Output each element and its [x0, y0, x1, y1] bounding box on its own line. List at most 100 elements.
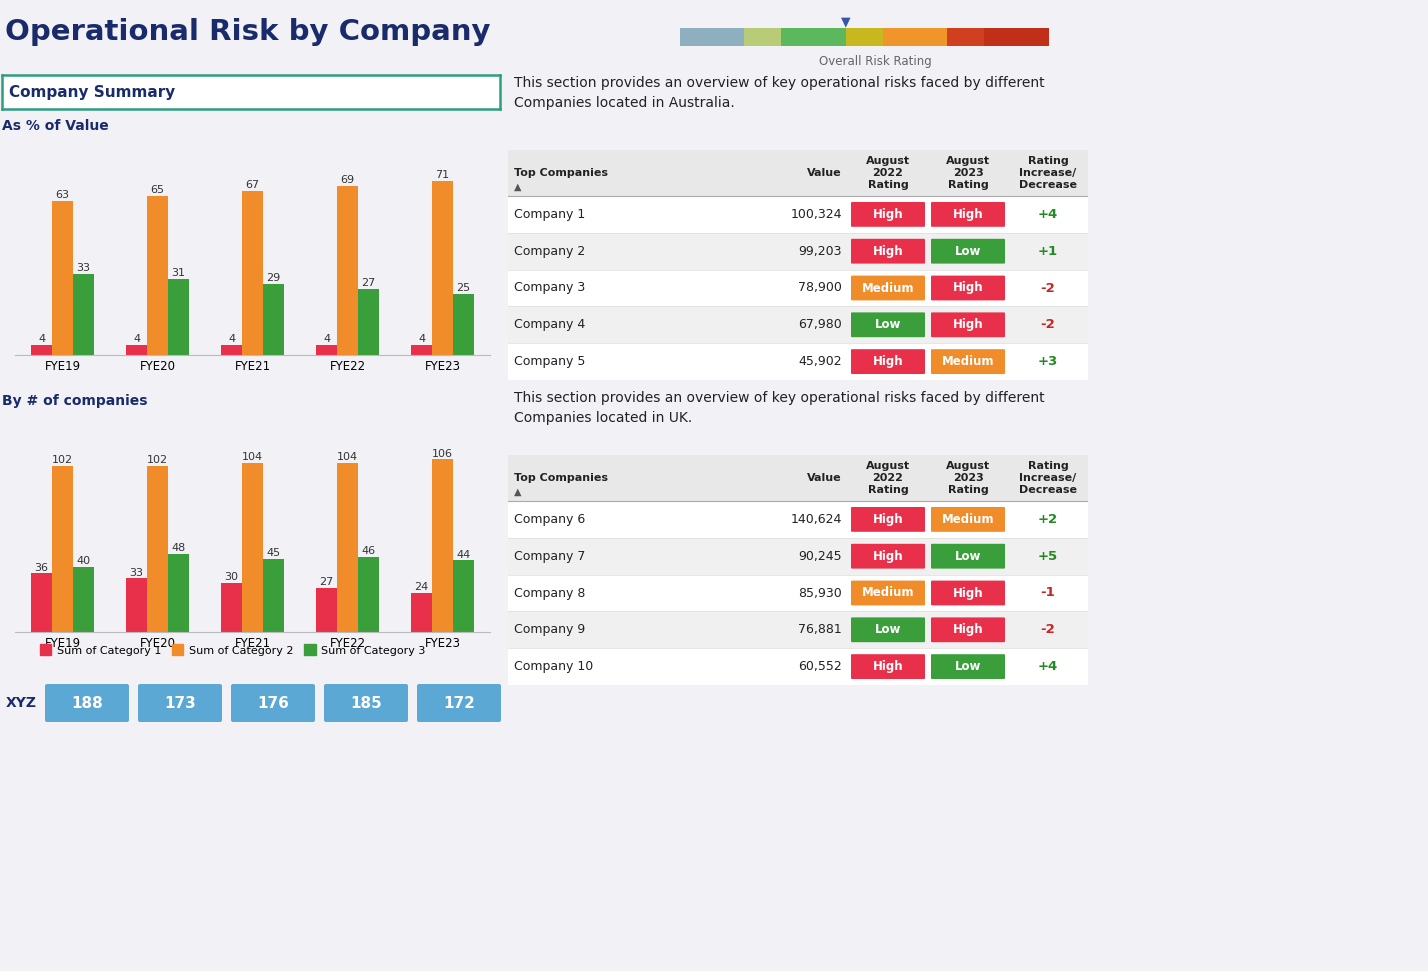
Bar	[221, 346, 243, 355]
Text: High: High	[952, 586, 984, 599]
Bar	[845, 28, 883, 46]
Text: 33: 33	[77, 263, 90, 274]
Text: This section provides an overview of key operational risks faced by different
Co: This section provides an overview of key…	[514, 76, 1044, 110]
Legend: Sum of Category 1, Sum of Category 2, Sum of Category 3: Sum of Category 1, Sum of Category 2, Su…	[36, 641, 430, 660]
Bar	[947, 28, 984, 46]
Text: 102: 102	[51, 455, 73, 465]
Text: Medium: Medium	[941, 355, 994, 368]
Text: 67,980: 67,980	[798, 318, 843, 331]
Text: 36: 36	[34, 562, 49, 573]
Bar	[169, 553, 188, 632]
Text: By # of companies: By # of companies	[1, 394, 147, 408]
Text: 76,881: 76,881	[798, 623, 843, 636]
FancyBboxPatch shape	[851, 507, 925, 532]
FancyBboxPatch shape	[931, 581, 1005, 605]
Text: August
2023
Rating: August 2023 Rating	[945, 461, 990, 494]
Bar	[433, 459, 453, 632]
FancyBboxPatch shape	[851, 654, 925, 679]
FancyBboxPatch shape	[851, 544, 925, 569]
Bar	[433, 182, 453, 355]
Bar	[411, 346, 433, 355]
Bar	[508, 233, 1088, 270]
Text: Company 8: Company 8	[514, 586, 585, 599]
Bar	[337, 462, 358, 632]
FancyBboxPatch shape	[851, 313, 925, 337]
Text: Value: Value	[807, 168, 843, 178]
Text: 48: 48	[171, 543, 186, 553]
Text: ▲: ▲	[514, 487, 521, 497]
Text: High: High	[952, 282, 984, 294]
Bar	[51, 201, 73, 355]
Text: -2: -2	[1041, 318, 1055, 331]
Text: 104: 104	[337, 452, 358, 462]
Bar	[984, 28, 1048, 46]
Text: As % of Value: As % of Value	[1, 119, 109, 133]
Text: XYZ: XYZ	[6, 696, 37, 710]
Bar	[263, 285, 284, 355]
Text: Top Companies: Top Companies	[514, 168, 608, 178]
Text: 29: 29	[266, 273, 280, 284]
Bar	[337, 186, 358, 355]
Text: Company 6: Company 6	[514, 513, 585, 526]
Text: High: High	[873, 245, 904, 257]
Text: Medium: Medium	[861, 586, 914, 599]
Text: 40: 40	[76, 556, 90, 566]
Bar	[411, 593, 433, 632]
Bar	[243, 462, 263, 632]
Bar	[31, 573, 51, 632]
Text: +4: +4	[1038, 660, 1058, 673]
FancyBboxPatch shape	[139, 684, 221, 722]
Bar	[508, 196, 1088, 233]
Bar	[508, 575, 1088, 612]
Text: +5: +5	[1038, 550, 1058, 563]
Bar	[221, 584, 243, 632]
FancyBboxPatch shape	[417, 684, 501, 722]
Text: This section provides an overview of key operational risks faced by different
Co: This section provides an overview of key…	[514, 391, 1044, 424]
Text: 4: 4	[418, 334, 426, 345]
Text: +4: +4	[1038, 208, 1058, 220]
Text: Rating
Increase/
Decrease: Rating Increase/ Decrease	[1020, 156, 1077, 189]
Text: -1: -1	[1041, 586, 1055, 599]
Bar	[73, 567, 94, 632]
Text: August
2022
Rating: August 2022 Rating	[865, 156, 910, 189]
Text: 100,324: 100,324	[791, 208, 843, 220]
Bar	[31, 346, 51, 355]
Text: 60,552: 60,552	[798, 660, 843, 673]
Text: 104: 104	[241, 452, 263, 462]
Bar	[358, 557, 378, 632]
Text: -2: -2	[1041, 282, 1055, 294]
Text: 172: 172	[443, 695, 476, 711]
Text: August
2022
Rating: August 2022 Rating	[865, 461, 910, 494]
Text: Low: Low	[875, 623, 901, 636]
FancyBboxPatch shape	[931, 313, 1005, 337]
Text: 71: 71	[436, 171, 450, 181]
Text: 99,203: 99,203	[798, 245, 843, 257]
Text: 45: 45	[267, 548, 280, 558]
FancyBboxPatch shape	[46, 684, 129, 722]
FancyBboxPatch shape	[931, 202, 1005, 227]
Text: Low: Low	[955, 550, 981, 563]
Text: Company 9: Company 9	[514, 623, 585, 636]
Text: 185: 185	[350, 695, 381, 711]
Text: Value: Value	[807, 473, 843, 483]
Text: 25: 25	[457, 283, 470, 293]
Text: High: High	[873, 355, 904, 368]
Text: 63: 63	[56, 190, 70, 200]
FancyBboxPatch shape	[851, 276, 925, 300]
Bar	[508, 612, 1088, 649]
Text: 31: 31	[171, 268, 186, 279]
Bar	[169, 280, 188, 355]
FancyBboxPatch shape	[851, 350, 925, 374]
Bar	[508, 150, 1088, 196]
FancyBboxPatch shape	[851, 202, 925, 227]
Bar	[147, 196, 169, 355]
Text: Low: Low	[955, 245, 981, 257]
Text: Operational Risk by Company: Operational Risk by Company	[6, 18, 490, 47]
Bar	[744, 28, 781, 46]
Bar	[316, 588, 337, 632]
Text: Company 4: Company 4	[514, 318, 585, 331]
Text: 173: 173	[164, 695, 196, 711]
Text: Overall Risk Rating: Overall Risk Rating	[818, 54, 931, 68]
Bar	[73, 275, 94, 355]
Bar	[126, 346, 147, 355]
